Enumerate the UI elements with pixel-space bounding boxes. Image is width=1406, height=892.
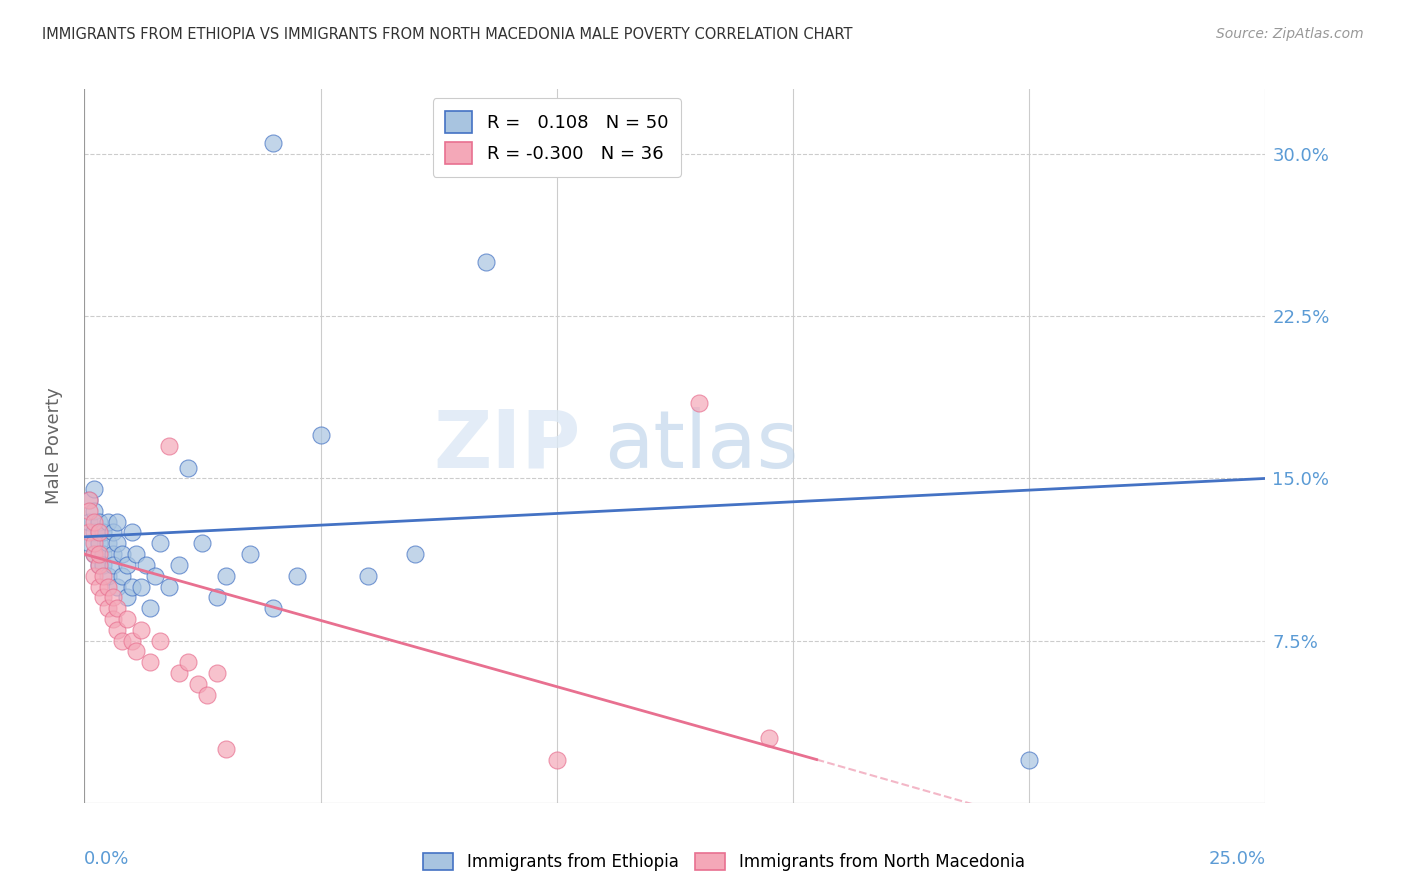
Text: Male Poverty: Male Poverty bbox=[45, 388, 63, 504]
Text: 25.0%: 25.0% bbox=[1208, 850, 1265, 869]
Point bbox=[107, 623, 129, 637]
Point bbox=[115, 612, 138, 626]
Point bbox=[177, 655, 200, 669]
Point bbox=[87, 580, 110, 594]
Point bbox=[107, 536, 129, 550]
Point bbox=[125, 644, 148, 658]
Point bbox=[135, 558, 157, 572]
Point bbox=[285, 568, 308, 582]
Point bbox=[87, 536, 110, 550]
Point bbox=[91, 547, 114, 561]
Point bbox=[157, 580, 180, 594]
Text: ZIP: ZIP bbox=[433, 407, 581, 485]
Point bbox=[101, 547, 124, 561]
Point bbox=[205, 591, 228, 605]
Point bbox=[77, 525, 100, 540]
Point bbox=[239, 547, 262, 561]
Point bbox=[97, 515, 120, 529]
Point bbox=[149, 536, 172, 550]
Point bbox=[121, 580, 143, 594]
Legend: Immigrants from Ethiopia, Immigrants from North Macedonia: Immigrants from Ethiopia, Immigrants fro… bbox=[415, 845, 1033, 880]
Point bbox=[195, 688, 218, 702]
Point bbox=[83, 482, 105, 496]
Point bbox=[167, 666, 190, 681]
Point bbox=[101, 525, 124, 540]
Point bbox=[87, 525, 110, 540]
Text: Source: ZipAtlas.com: Source: ZipAtlas.com bbox=[1216, 27, 1364, 41]
Point bbox=[404, 547, 426, 561]
Point bbox=[97, 536, 120, 550]
Point bbox=[91, 591, 114, 605]
Point bbox=[87, 558, 110, 572]
Point bbox=[191, 536, 214, 550]
Point bbox=[111, 547, 134, 561]
Point bbox=[187, 677, 209, 691]
Point bbox=[115, 558, 138, 572]
Point bbox=[143, 568, 166, 582]
Point bbox=[215, 741, 238, 756]
Point bbox=[77, 536, 100, 550]
Point bbox=[546, 753, 568, 767]
Point bbox=[101, 591, 124, 605]
Point bbox=[101, 558, 124, 572]
Point bbox=[77, 493, 100, 508]
Point bbox=[111, 568, 134, 582]
Point bbox=[101, 612, 124, 626]
Point bbox=[87, 515, 110, 529]
Point bbox=[167, 558, 190, 572]
Point bbox=[205, 666, 228, 681]
Point bbox=[107, 601, 129, 615]
Point bbox=[77, 504, 100, 518]
Point bbox=[83, 525, 105, 540]
Point bbox=[87, 547, 110, 561]
Point bbox=[97, 568, 120, 582]
Point bbox=[309, 428, 332, 442]
Point bbox=[91, 525, 114, 540]
Point bbox=[262, 601, 284, 615]
Point bbox=[97, 601, 120, 615]
Point bbox=[1018, 753, 1040, 767]
Point bbox=[111, 633, 134, 648]
Point bbox=[139, 601, 162, 615]
Point bbox=[125, 547, 148, 561]
Point bbox=[77, 493, 100, 508]
Point bbox=[107, 515, 129, 529]
Point bbox=[91, 558, 114, 572]
Point bbox=[83, 536, 105, 550]
Point bbox=[121, 525, 143, 540]
Point bbox=[149, 633, 172, 648]
Point bbox=[83, 504, 105, 518]
Point bbox=[475, 255, 498, 269]
Point bbox=[688, 396, 710, 410]
Point bbox=[262, 136, 284, 151]
Point bbox=[758, 731, 780, 745]
Point bbox=[83, 547, 105, 561]
Point bbox=[129, 580, 152, 594]
Point bbox=[121, 633, 143, 648]
Point bbox=[83, 568, 105, 582]
Point bbox=[107, 580, 129, 594]
Point bbox=[77, 515, 100, 529]
Point bbox=[83, 515, 105, 529]
Legend: R =   0.108   N = 50, R = -0.300   N = 36: R = 0.108 N = 50, R = -0.300 N = 36 bbox=[433, 98, 681, 177]
Text: 0.0%: 0.0% bbox=[84, 850, 129, 869]
Point bbox=[139, 655, 162, 669]
Point bbox=[129, 623, 152, 637]
Point bbox=[87, 525, 110, 540]
Point bbox=[357, 568, 380, 582]
Point bbox=[157, 439, 180, 453]
Point bbox=[97, 580, 120, 594]
Point bbox=[215, 568, 238, 582]
Point bbox=[115, 591, 138, 605]
Text: atlas: atlas bbox=[605, 407, 799, 485]
Point bbox=[87, 558, 110, 572]
Text: IMMIGRANTS FROM ETHIOPIA VS IMMIGRANTS FROM NORTH MACEDONIA MALE POVERTY CORRELA: IMMIGRANTS FROM ETHIOPIA VS IMMIGRANTS F… bbox=[42, 27, 852, 42]
Point bbox=[83, 547, 105, 561]
Point bbox=[177, 460, 200, 475]
Point bbox=[91, 568, 114, 582]
